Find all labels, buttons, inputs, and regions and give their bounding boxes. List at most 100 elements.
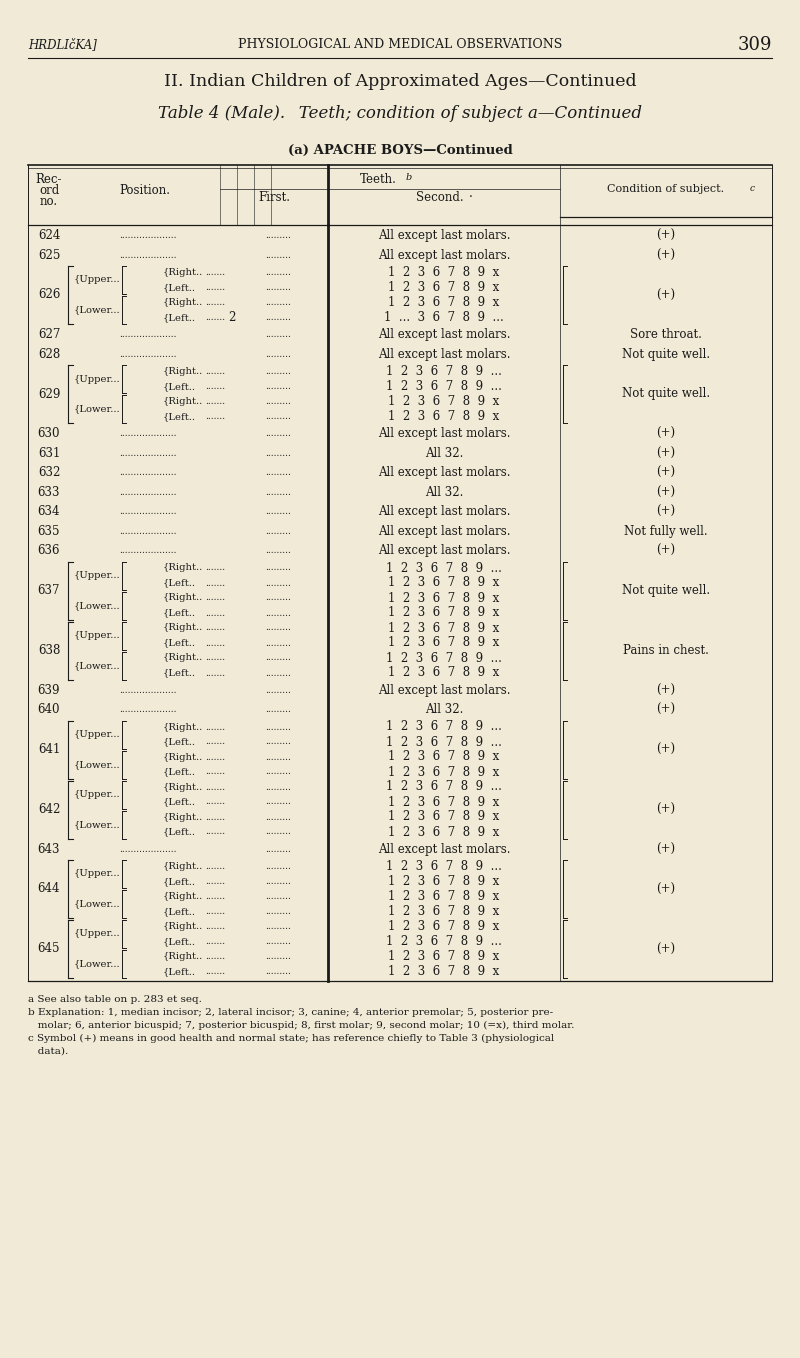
- Text: {Upper...: {Upper...: [74, 570, 120, 580]
- Text: {Right..: {Right..: [163, 722, 203, 732]
- Text: 637: 637: [38, 584, 60, 598]
- Text: {Left..: {Left..: [163, 877, 196, 885]
- Text: 1  2  3  6  7  8  9  x: 1 2 3 6 7 8 9 x: [388, 281, 500, 293]
- Text: (+): (+): [657, 803, 675, 816]
- Text: All except last molars.: All except last molars.: [378, 249, 510, 262]
- Text: .......: .......: [205, 782, 225, 792]
- Text: ....................: ....................: [119, 705, 177, 714]
- Text: All except last molars.: All except last molars.: [378, 466, 510, 479]
- Text: {Right..: {Right..: [163, 297, 203, 307]
- Text: {Right..: {Right..: [163, 812, 203, 822]
- Text: .........: .........: [265, 812, 291, 822]
- Text: .......: .......: [205, 382, 225, 391]
- Text: {Right..: {Right..: [163, 623, 203, 633]
- Text: All except last molars.: All except last molars.: [378, 230, 510, 242]
- Text: 1  2  3  6  7  8  9  ...: 1 2 3 6 7 8 9 ...: [386, 561, 502, 574]
- Text: .........: .........: [265, 827, 291, 837]
- Text: .......: .......: [205, 297, 225, 307]
- Text: .........: .........: [265, 330, 291, 340]
- Text: 1  2  3  6  7  8  9  x: 1 2 3 6 7 8 9 x: [388, 577, 500, 589]
- Text: 632: 632: [38, 466, 60, 479]
- Text: {Left..: {Left..: [163, 411, 196, 421]
- Text: 1  2  3  6  7  8  9  x: 1 2 3 6 7 8 9 x: [388, 266, 500, 278]
- Text: .........: .........: [265, 350, 291, 359]
- Text: .........: .........: [265, 767, 291, 777]
- Text: .........: .........: [265, 382, 291, 391]
- Text: .........: .........: [265, 782, 291, 792]
- Text: {Left..: {Left..: [163, 907, 196, 917]
- Text: 639: 639: [38, 683, 60, 697]
- Text: ....................: ....................: [119, 546, 177, 555]
- Text: (+): (+): [657, 743, 675, 756]
- Text: 1  2  3  6  7  8  9  x: 1 2 3 6 7 8 9 x: [388, 766, 500, 778]
- Text: Not quite well.: Not quite well.: [622, 348, 710, 361]
- Text: Condition of subject.: Condition of subject.: [607, 183, 725, 194]
- Text: .......: .......: [205, 411, 225, 421]
- Text: .........: .........: [265, 527, 291, 536]
- Text: .........: .........: [265, 429, 291, 439]
- Text: Pains in chest.: Pains in chest.: [623, 644, 709, 657]
- Text: .........: .........: [265, 638, 291, 648]
- Text: .......: .......: [205, 797, 225, 807]
- Text: {Lower...: {Lower...: [74, 602, 120, 610]
- Text: .........: .........: [265, 967, 291, 976]
- Text: ....................: ....................: [119, 350, 177, 359]
- Text: .......: .......: [205, 767, 225, 777]
- Text: .........: .........: [265, 623, 291, 633]
- Text: 645: 645: [38, 942, 60, 956]
- Text: .........: .........: [265, 397, 291, 406]
- Text: 309: 309: [738, 37, 772, 54]
- Text: .........: .........: [265, 892, 291, 900]
- Text: .........: .........: [265, 922, 291, 932]
- Text: 641: 641: [38, 743, 60, 756]
- Text: Second.: Second.: [416, 191, 464, 204]
- Text: 1  2  3  6  7  8  9  x: 1 2 3 6 7 8 9 x: [388, 667, 500, 679]
- Text: {Lower...: {Lower...: [74, 899, 120, 909]
- Text: 640: 640: [38, 703, 60, 716]
- Text: ....................: ....................: [119, 429, 177, 439]
- Text: All except last molars.: All except last molars.: [378, 524, 510, 538]
- Text: 642: 642: [38, 803, 60, 816]
- Text: .......: .......: [205, 608, 225, 618]
- Text: 631: 631: [38, 447, 60, 460]
- Text: 629: 629: [38, 387, 60, 401]
- Text: {Right..: {Right..: [163, 782, 203, 792]
- Text: .......: .......: [205, 367, 225, 376]
- Text: (+): (+): [657, 505, 675, 519]
- Text: 1  2  3  6  7  8  9  x: 1 2 3 6 7 8 9 x: [388, 875, 500, 888]
- Text: 643: 643: [38, 843, 60, 856]
- Text: All 32.: All 32.: [425, 447, 463, 460]
- Text: {Upper...: {Upper...: [74, 731, 120, 739]
- Text: .........: .........: [265, 508, 291, 516]
- Text: (+): (+): [657, 249, 675, 262]
- Text: 636: 636: [38, 545, 60, 557]
- Text: 1  2  3  6  7  8  9  x: 1 2 3 6 7 8 9 x: [388, 904, 500, 918]
- Text: {Lower...: {Lower...: [74, 405, 120, 413]
- Text: 627: 627: [38, 329, 60, 341]
- Text: {Left..: {Left..: [163, 668, 196, 678]
- Text: .........: .........: [265, 668, 291, 678]
- Text: {Right..: {Right..: [163, 752, 203, 762]
- Text: .........: .........: [265, 546, 291, 555]
- Text: 1  2  3  6  7  8  9  x: 1 2 3 6 7 8 9 x: [388, 796, 500, 808]
- Text: {Upper...: {Upper...: [74, 631, 120, 640]
- Text: ·: ·: [469, 191, 473, 204]
- Text: .........: .........: [265, 705, 291, 714]
- Text: {Upper...: {Upper...: [74, 790, 120, 799]
- Text: .......: .......: [205, 312, 225, 322]
- Text: .......: .......: [205, 397, 225, 406]
- Text: .......: .......: [205, 922, 225, 932]
- Text: (+): (+): [657, 288, 675, 301]
- Text: 2: 2: [228, 311, 236, 325]
- Text: .........: .........: [265, 608, 291, 618]
- Text: .........: .........: [265, 686, 291, 695]
- Text: .......: .......: [205, 623, 225, 633]
- Text: {Right..: {Right..: [163, 593, 203, 603]
- Text: .........: .........: [265, 564, 291, 573]
- Text: .......: .......: [205, 282, 225, 292]
- Text: .........: .........: [265, 653, 291, 663]
- Text: {Lower...: {Lower...: [74, 661, 120, 669]
- Text: 644: 644: [38, 883, 60, 895]
- Text: 634: 634: [38, 505, 60, 519]
- Text: {Lower...: {Lower...: [74, 760, 120, 769]
